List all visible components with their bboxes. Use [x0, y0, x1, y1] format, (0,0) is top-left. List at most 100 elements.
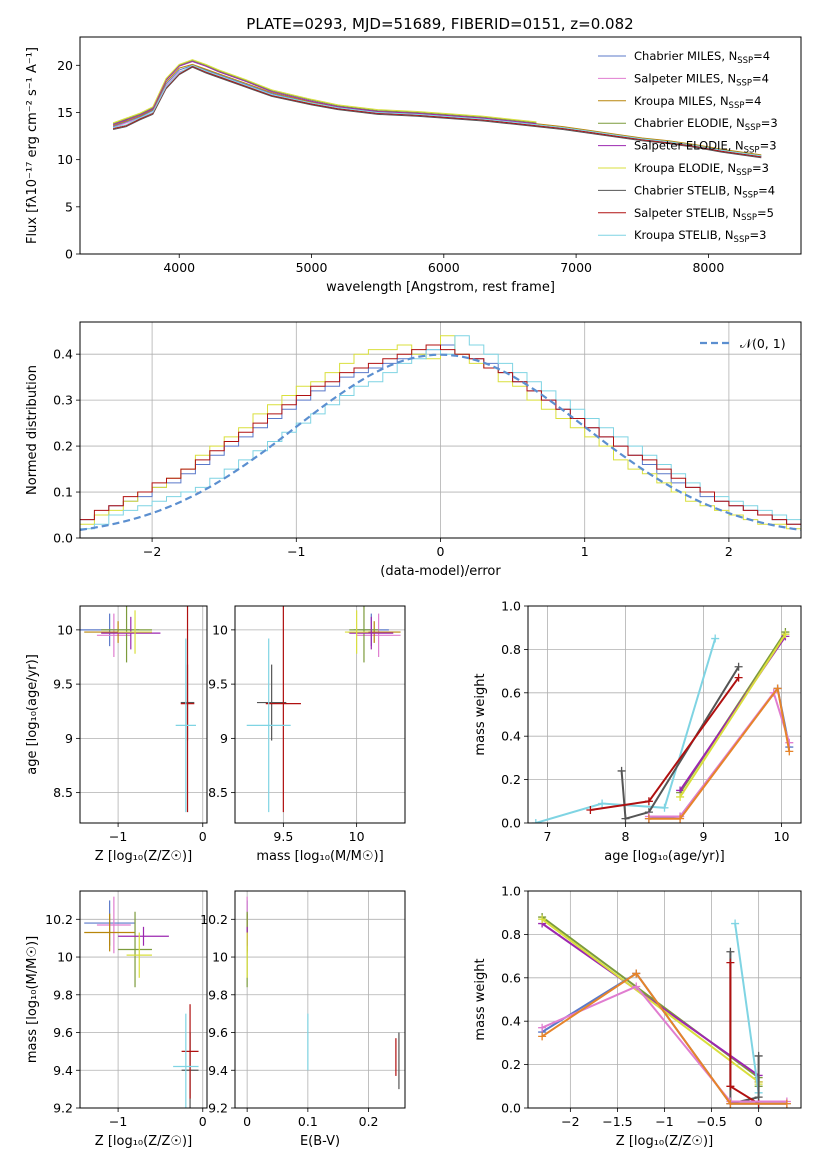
x-tick-label: −0.5 — [696, 1114, 726, 1129]
weight-marker — [785, 738, 794, 747]
x-tick-label: 1 — [581, 544, 589, 559]
axes-frame — [79, 321, 802, 539]
weight-line — [541, 918, 760, 1085]
x-tick-label: −1 — [109, 1114, 127, 1129]
histogram-step — [80, 344, 801, 538]
weight-line — [729, 951, 760, 1105]
figure-title: PLATE=0293, MJD=51689, FIBERID=0151, z=0… — [246, 15, 633, 33]
weight-marker — [538, 1023, 547, 1032]
panel-residuals: −2 −1 0 1 2 0.0 0.1 0.2 0.3 0.4 (data-model)/error… — [25, 321, 802, 579]
weight-marker — [617, 766, 626, 775]
weight-line — [590, 677, 740, 811]
panel-mass_vs_EBV: 0 0.1 0.2 9.2 9.4 9.6 9.8 10 10.2 E(B-V) — [200, 890, 406, 1149]
y-axis-label: mass [log₁₀(M/M☉)] — [25, 936, 40, 1063]
y-axis-label: age [log₁₀(age/yr)] — [25, 654, 40, 775]
y-tick-label: 10 — [57, 152, 73, 167]
y-tick-label: 5 — [65, 199, 73, 214]
x-tick-label: 6000 — [428, 260, 460, 275]
y-tick-label: 15 — [57, 105, 73, 120]
panel-massweight_vs_age: 7 8 9 10 0.0 0.2 0.4 0.6 0.8 1.0 age [log₁₀(age/yr… — [473, 599, 802, 864]
axes-frame — [234, 605, 406, 824]
weight-marker — [773, 684, 782, 693]
y-tick-label: 9.2 — [53, 1101, 73, 1116]
x-axis-label: mass [log₁₀(M/M☉)] — [256, 849, 383, 864]
plot-area — [246, 896, 400, 1090]
y-tick-label: 9.6 — [208, 1025, 228, 1040]
y-tick-label: 0.2 — [501, 1057, 521, 1072]
legend-label: Salpeter STELIB, NSSP=5 — [634, 206, 774, 223]
x-tick-label: 8000 — [692, 260, 724, 275]
x-tick-label: 7000 — [560, 260, 592, 275]
x-tick-label: −1 — [655, 1114, 673, 1129]
y-tick-label: 0.4 — [501, 729, 521, 744]
y-tick-label: 8.5 — [208, 785, 228, 800]
panel-massweight_vs_Z: −2 −1.5 −1 −0.5 0 0.0 0.2 0.4 0.6 0.8 1.0 Z [log₁₀(… — [473, 884, 802, 1149]
x-tick-label: 0.1 — [298, 1114, 318, 1129]
y-tick-label: 9 — [65, 731, 73, 746]
weight-marker — [731, 919, 740, 928]
legend-label: Kroupa ELODIE, NSSP=3 — [634, 161, 769, 178]
plot-area — [80, 606, 196, 813]
y-tick-label: 9.6 — [53, 1025, 73, 1040]
x-tick-label: 0 — [199, 1114, 207, 1129]
x-axis-label: (data-model)/error — [380, 564, 501, 579]
weight-marker — [598, 799, 607, 808]
y-tick-label: 0.0 — [53, 531, 73, 546]
y-tick-label: 10 — [212, 950, 228, 965]
x-tick-label: 0 — [437, 544, 445, 559]
y-tick-label: 9.5 — [208, 677, 228, 692]
x-tick-label: −1 — [287, 544, 305, 559]
plot-area — [84, 896, 199, 1108]
y-tick-label: 1.0 — [501, 884, 521, 899]
weight-line — [729, 962, 760, 1105]
spectrum-line — [112, 59, 537, 124]
y-tick-label: 9.4 — [208, 1063, 228, 1078]
weight-marker — [726, 1099, 735, 1108]
weight-line — [648, 686, 791, 820]
axes-frame — [79, 605, 208, 824]
weight-marker — [676, 792, 685, 801]
spectrum-line — [112, 66, 762, 159]
y-tick-label: 0.4 — [53, 347, 73, 362]
y-axis-label: Flux [fλ10⁻¹⁷ erg cm⁻² s⁻¹ A⁻¹] — [25, 47, 40, 244]
y-tick-label: 1.0 — [501, 599, 521, 614]
y-tick-label: 0.1 — [53, 485, 73, 500]
panel-age_vs_mass: 9.5 10 8.5 9 9.5 10 mass [log₁₀(M/M☉)] — [208, 605, 406, 864]
x-tick-label: −2 — [561, 1114, 579, 1129]
x-axis-label: Z [log₁₀(Z/Z☉)] — [616, 1134, 713, 1149]
x-tick-label: 5000 — [296, 260, 328, 275]
spectrum-line — [112, 64, 762, 157]
y-tick-label: 9.5 — [53, 677, 73, 692]
y-tick-label: 0.8 — [501, 927, 521, 942]
y-tick-label: 0.2 — [53, 439, 73, 454]
plot-area — [538, 913, 791, 1108]
x-tick-label: 0 — [755, 1114, 763, 1129]
weight-line — [535, 638, 717, 823]
legend-label: Salpeter ELODIE, NSSP=3 — [634, 139, 777, 156]
spectrum-line — [112, 60, 537, 126]
weight-marker — [632, 982, 641, 991]
panel-mass_vs_Z: −1 0 9.2 9.4 9.6 9.8 10 10.2 Z [log₁₀(Z/Z☉)] mass… — [25, 890, 208, 1149]
spectrum-line — [112, 60, 537, 125]
weight-marker — [538, 1032, 547, 1041]
legend-label: Salpeter MILES, NSSP=4 — [634, 71, 769, 88]
y-tick-label: 0 — [65, 247, 73, 262]
axes-frame — [79, 36, 802, 255]
x-axis-label: Z [log₁₀(Z/Z☉)] — [95, 849, 192, 864]
panel-spectrum: 4000 5000 6000 7000 8000 0 5 10 15 20 wavelength [… — [25, 36, 802, 295]
axes-frame — [234, 890, 406, 1109]
y-tick-label: 10 — [212, 622, 228, 637]
weight-marker — [621, 814, 630, 823]
weight-marker — [734, 673, 743, 682]
weight-marker — [632, 969, 641, 978]
x-tick-label: −2 — [143, 544, 161, 559]
legend-label: Chabrier MILES, NSSP=4 — [634, 49, 770, 66]
panel-age_vs_Z: −1 0 8.5 9 9.5 10 Z [log₁₀(Z/Z☉)] age [log₁₀(ag… — [25, 605, 208, 864]
y-axis-label: mass weight — [473, 673, 488, 755]
plot-area — [246, 606, 401, 813]
y-tick-label: 0.3 — [53, 393, 73, 408]
plot-area — [112, 59, 762, 159]
plot-area — [80, 335, 801, 538]
